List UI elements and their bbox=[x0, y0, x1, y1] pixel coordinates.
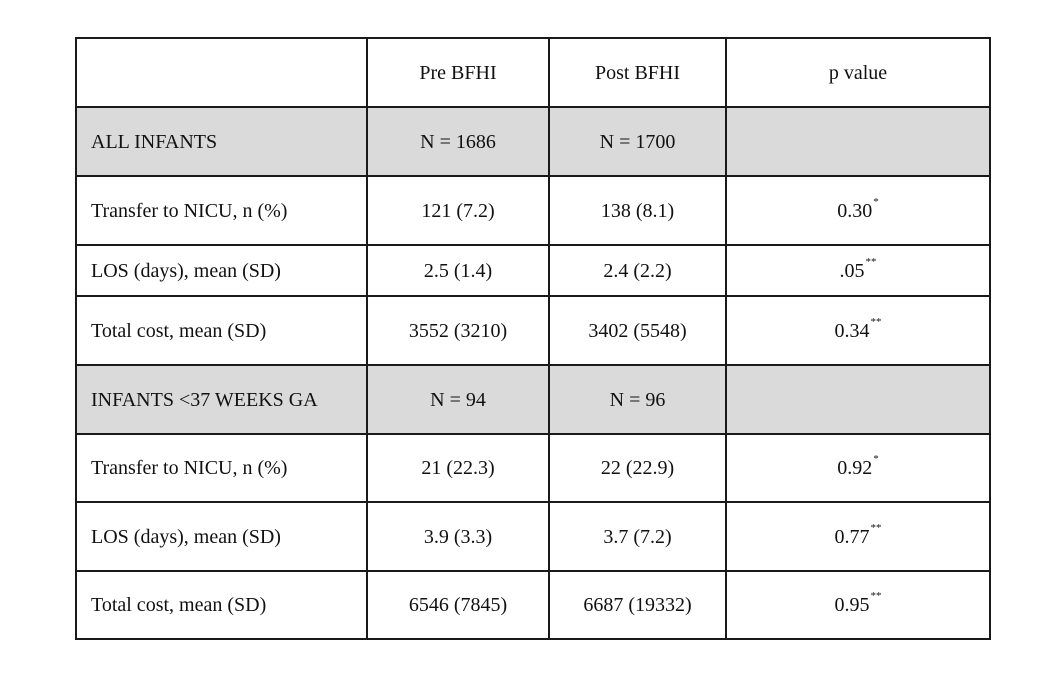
pre-bfhi-value: 3.9 (3.3) bbox=[366, 501, 550, 572]
table-row-group-preterm: INFANTS <37 WEEKS GA N = 94 N = 96 bbox=[75, 364, 991, 435]
header-cell-pre-bfhi: Pre BFHI bbox=[366, 37, 550, 108]
header-cell-p-value: p value bbox=[725, 37, 991, 108]
post-bfhi-value: 138 (8.1) bbox=[548, 175, 727, 246]
p-value bbox=[725, 364, 991, 435]
post-bfhi-value: 22 (22.9) bbox=[548, 433, 727, 503]
p-value: 0.34** bbox=[725, 295, 991, 366]
post-bfhi-value: 3402 (5548) bbox=[548, 295, 727, 366]
table-row: Transfer to NICU, n (%) 21 (22.3) 22 (22… bbox=[75, 433, 991, 503]
row-label: Transfer to NICU, n (%) bbox=[75, 433, 368, 503]
p-value bbox=[725, 106, 991, 177]
pre-bfhi-value: 21 (22.3) bbox=[366, 433, 550, 503]
p-value: .05** bbox=[725, 244, 991, 297]
post-bfhi-value: 3.7 (7.2) bbox=[548, 501, 727, 572]
header-cell-post-bfhi: Post BFHI bbox=[548, 37, 727, 108]
table-row: Total cost, mean (SD) 6546 (7845) 6687 (… bbox=[75, 570, 991, 640]
post-bfhi-value: N = 1700 bbox=[548, 106, 727, 177]
table-row: LOS (days), mean (SD) 3.9 (3.3) 3.7 (7.2… bbox=[75, 501, 991, 572]
table-row: LOS (days), mean (SD) 2.5 (1.4) 2.4 (2.2… bbox=[75, 244, 991, 297]
post-bfhi-value: 6687 (19332) bbox=[548, 570, 727, 640]
header-cell-empty bbox=[75, 37, 368, 108]
table-row-group-all-infants: ALL INFANTS N = 1686 N = 1700 bbox=[75, 106, 991, 177]
results-table: Pre BFHI Post BFHI p value ALL INFANTS N… bbox=[75, 37, 991, 640]
post-bfhi-value: 2.4 (2.2) bbox=[548, 244, 727, 297]
pre-bfhi-value: N = 94 bbox=[366, 364, 550, 435]
row-label: LOS (days), mean (SD) bbox=[75, 501, 368, 572]
pre-bfhi-value: 121 (7.2) bbox=[366, 175, 550, 246]
pre-bfhi-value: N = 1686 bbox=[366, 106, 550, 177]
post-bfhi-value: N = 96 bbox=[548, 364, 727, 435]
pre-bfhi-value: 6546 (7845) bbox=[366, 570, 550, 640]
table-row: Total cost, mean (SD) 3552 (3210) 3402 (… bbox=[75, 295, 991, 366]
pre-bfhi-value: 2.5 (1.4) bbox=[366, 244, 550, 297]
row-label: Total cost, mean (SD) bbox=[75, 570, 368, 640]
table-header-row: Pre BFHI Post BFHI p value bbox=[75, 37, 991, 108]
row-label: Total cost, mean (SD) bbox=[75, 295, 368, 366]
p-value: 0.95** bbox=[725, 570, 991, 640]
p-value: 0.92* bbox=[725, 433, 991, 503]
row-label: Transfer to NICU, n (%) bbox=[75, 175, 368, 246]
table-row: Transfer to NICU, n (%) 121 (7.2) 138 (8… bbox=[75, 175, 991, 246]
row-label: ALL INFANTS bbox=[75, 106, 368, 177]
p-value: 0.30* bbox=[725, 175, 991, 246]
row-label: LOS (days), mean (SD) bbox=[75, 244, 368, 297]
pre-bfhi-value: 3552 (3210) bbox=[366, 295, 550, 366]
row-label: INFANTS <37 WEEKS GA bbox=[75, 364, 368, 435]
p-value: 0.77** bbox=[725, 501, 991, 572]
